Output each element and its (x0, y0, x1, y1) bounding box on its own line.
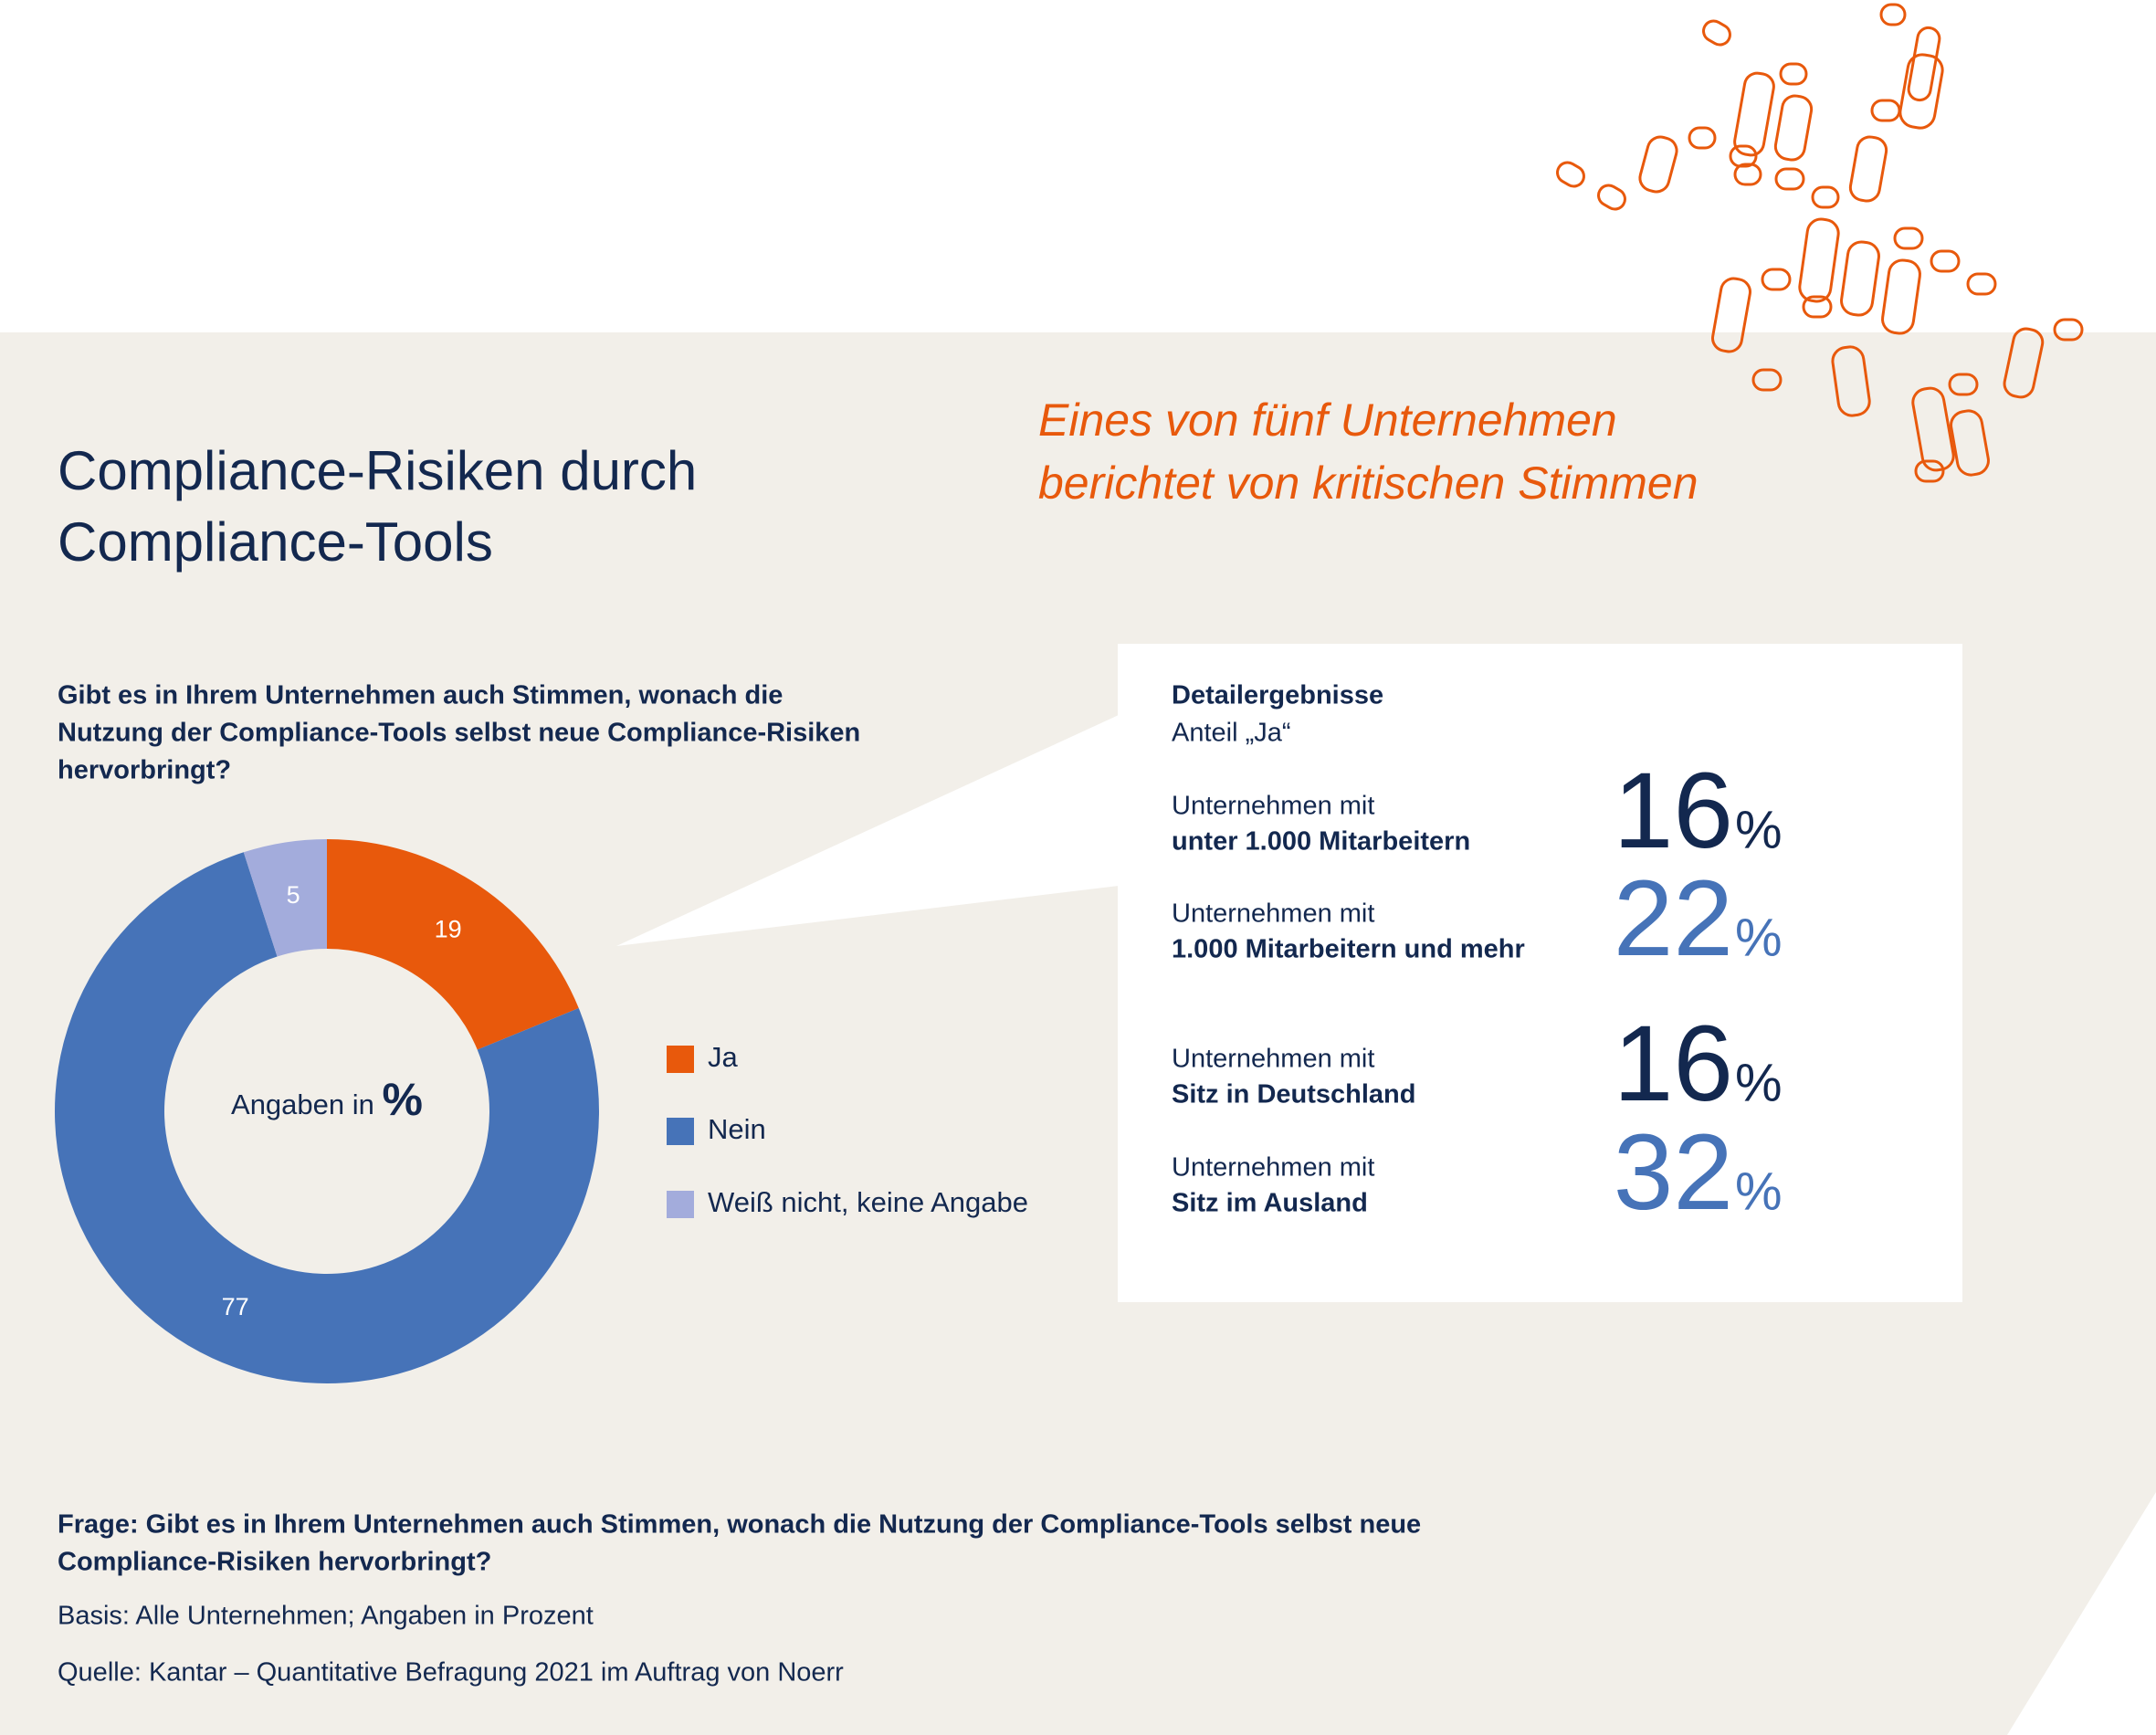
center-label: Angaben in % (231, 1074, 423, 1125)
details-box (1118, 644, 1962, 1302)
row-label: Unternehmen mit (1172, 792, 1374, 821)
row-unit: % (1735, 1053, 1783, 1112)
row-value: 16 (1614, 751, 1733, 871)
row-group: Sitz im Ausland (1172, 1189, 1368, 1218)
legend-swatch (667, 1118, 694, 1145)
footer-source: Quelle: Kantar – Quantitative Befragung … (58, 1658, 844, 1688)
footer-question: Frage: Gibt es in Ihrem Unternehmen auch… (58, 1510, 1421, 1540)
row-unit: % (1735, 908, 1783, 967)
legend-label: Ja (708, 1041, 739, 1073)
donut-slice (243, 839, 327, 957)
footer-question: Compliance-Risiken hervorbringt? (58, 1548, 491, 1577)
value-label: 77 (222, 1293, 249, 1320)
chart-question: Nutzung der Compliance-Tools selbst neue… (58, 719, 860, 748)
chart-subtitle: berichtet von kritischen Stimmen (1038, 457, 1699, 509)
legend-swatch (667, 1046, 694, 1073)
center-label-unit: % (383, 1074, 423, 1125)
row-label: Unternehmen mit (1172, 1045, 1374, 1074)
footer-basis: Basis: Alle Unternehmen; Angaben in Proz… (58, 1602, 594, 1631)
chart-title: Compliance-Risiken durch (58, 440, 697, 501)
legend-swatch (667, 1191, 694, 1218)
details-title: Detailergebnisse (1172, 681, 1383, 710)
chart-title: Compliance-Tools (58, 511, 493, 573)
details-subtitle: Anteil „Ja“ (1172, 719, 1291, 748)
legend-label: Weiß nicht, keine Angabe (708, 1186, 1028, 1218)
donut-chart: 19 77 5 Angaben in % (55, 839, 600, 1384)
row-group: 1.000 Mitarbeitern und mehr (1172, 935, 1525, 964)
chart-subtitle: Eines von fünf Unternehmen (1038, 394, 1617, 446)
decoration (1556, 3, 2084, 483)
row-value: 22 (1614, 858, 1733, 979)
row-value: 16 (1614, 1004, 1733, 1124)
donut-slice (55, 852, 600, 1384)
value-label: 5 (287, 881, 300, 909)
donut-slice (327, 839, 579, 1050)
row-group: unter 1.000 Mitarbeitern (1172, 827, 1470, 857)
row-label: Unternehmen mit (1172, 1153, 1374, 1183)
center-label-text: Angaben in (231, 1088, 374, 1120)
row-unit: % (1735, 800, 1783, 859)
chart-question: Gibt es in Ihrem Unternehmen auch Stimme… (58, 681, 783, 710)
value-label: 19 (435, 915, 462, 942)
row-unit: % (1735, 1162, 1783, 1221)
row-value: 32 (1614, 1112, 1733, 1233)
row-label: Unternehmen mit (1172, 899, 1374, 929)
chart-question: hervorbringt? (58, 756, 231, 785)
callout-pointer (616, 715, 1119, 946)
row-group: Sitz in Deutschland (1172, 1080, 1415, 1109)
legend-label: Nein (708, 1113, 766, 1145)
